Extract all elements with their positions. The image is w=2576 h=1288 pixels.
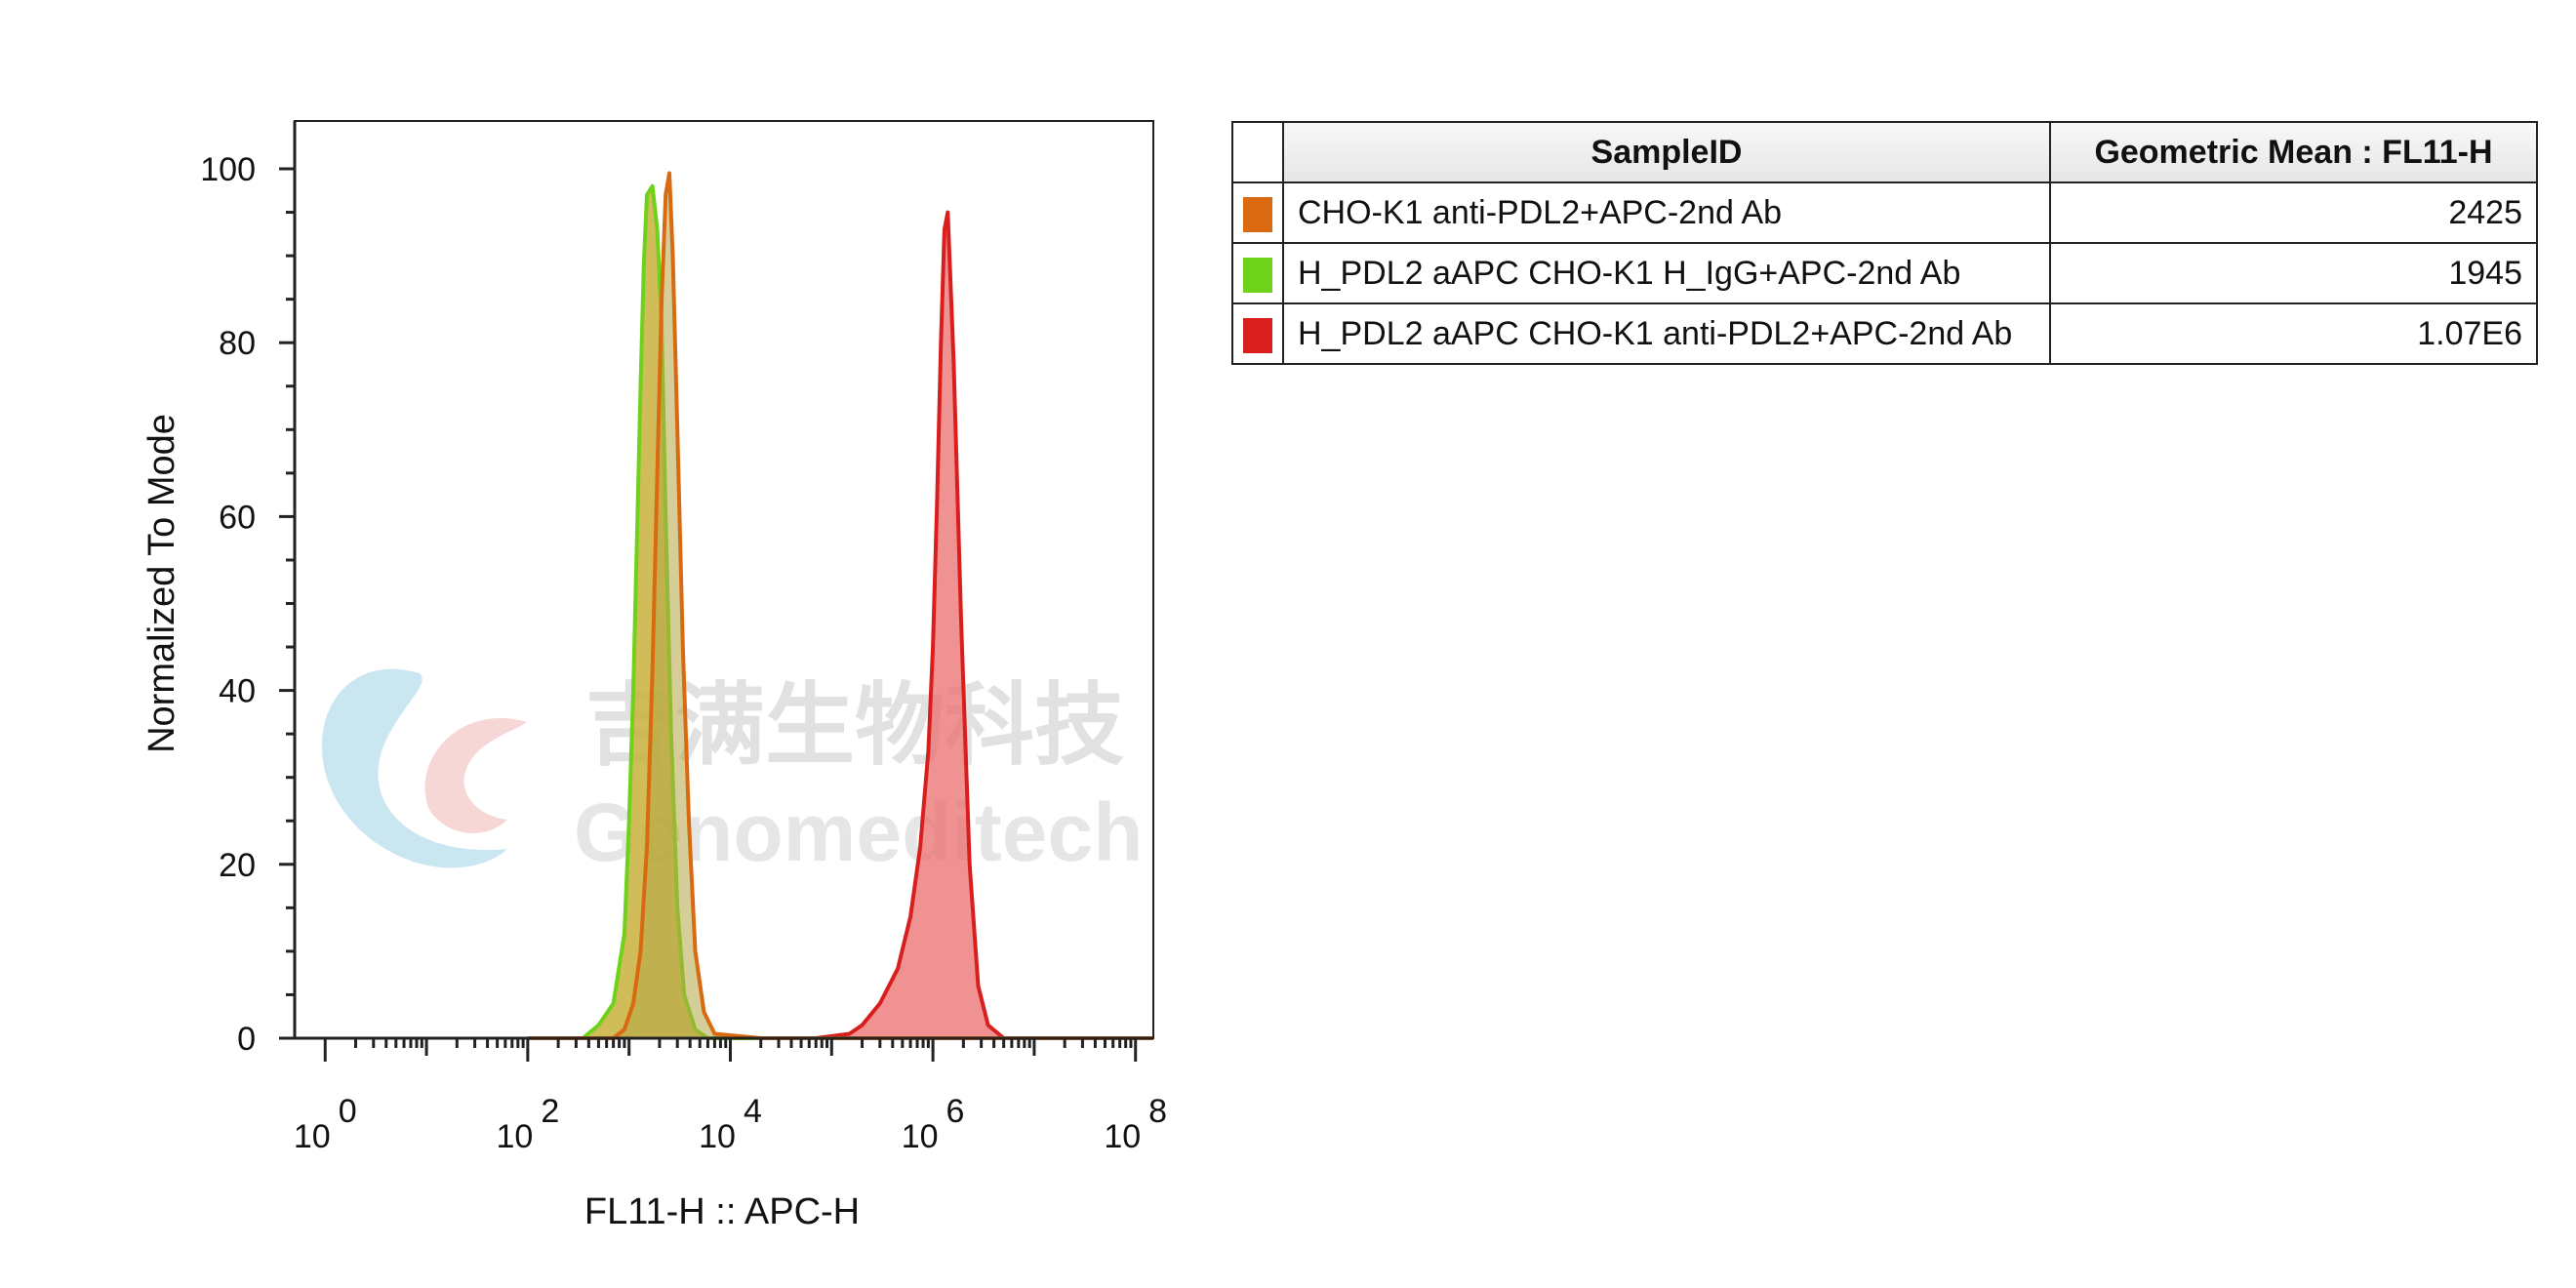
geometric-mean-cell: 1.07E6 [2049,302,2538,365]
swatch-column-header [1231,121,1284,183]
series-group [779,210,1083,1040]
x-tick-label: 108 [1104,1093,1167,1155]
geometric-mean-cell: 1945 [2049,242,2538,304]
color-swatch [1243,257,1272,293]
y-tick-label: 60 [219,499,256,536]
legend-row: CHO-K1 anti-PDL2+APC-2nd Ab 2425 [1231,181,2538,244]
statistics-legend-table: SampleID Geometric Mean : FL11-H CHO-K1 … [1231,121,2538,365]
histogram-chart: 吉满生物科技 Genomeditech 0 20 40 60 80 100 100 102 10… [141,120,1167,1232]
x-tick-label: 102 [496,1093,559,1155]
geometric-mean-cell: 2425 [2049,181,2538,244]
watermark-logo-icon [321,668,507,868]
series-layer [527,171,1153,1040]
series-group [527,171,1153,1040]
x-axis-label: FL11-H :: APC-H [584,1191,860,1232]
axes-layer: 0 20 40 60 80 100 100 102 104 106 108 [200,121,1167,1155]
series-area [527,185,761,1039]
x-tick-label: 106 [902,1093,965,1155]
y-tick-label: 80 [219,325,256,362]
sample-id-header: SampleID [1282,121,2051,183]
y-axis-label: Normalized To Mode [141,414,182,753]
geometric-mean-header: Geometric Mean : FL11-H [2049,121,2538,183]
series-line [527,171,1153,1040]
y-tick-label: 100 [200,151,256,188]
brand-watermark: 吉满生物科技 Genomeditech [321,668,1143,878]
x-tick-label: 100 [294,1093,357,1155]
legend-header-row: SampleID Geometric Mean : FL11-H [1231,121,2538,183]
color-swatch [1243,196,1272,232]
watermark-logo-accent-icon [424,718,527,833]
legend-row: H_PDL2 aAPC CHO-K1 anti-PDL2+APC-2nd Ab … [1231,302,2538,365]
series-line [779,210,1083,1040]
legend-swatch-cell [1231,242,1284,304]
plot-frame [294,120,1154,1039]
y-tick-label: 40 [219,673,256,710]
color-swatch [1243,317,1272,353]
legend-swatch-cell [1231,302,1284,365]
y-tick-label: 20 [219,847,256,884]
y-tick-label: 0 [237,1021,256,1058]
legend-row: H_PDL2 aAPC CHO-K1 H_IgG+APC-2nd Ab 1945 [1231,242,2538,304]
sample-id-cell: H_PDL2 aAPC CHO-K1 anti-PDL2+APC-2nd Ab [1282,302,2051,365]
sample-id-cell: H_PDL2 aAPC CHO-K1 H_IgG+APC-2nd Ab [1282,242,2051,304]
sample-id-cell: CHO-K1 anti-PDL2+APC-2nd Ab [1282,181,2051,244]
x-tick-label: 104 [699,1093,762,1155]
series-area [527,173,1153,1038]
series-area [779,212,1083,1039]
legend-swatch-cell [1231,181,1284,244]
